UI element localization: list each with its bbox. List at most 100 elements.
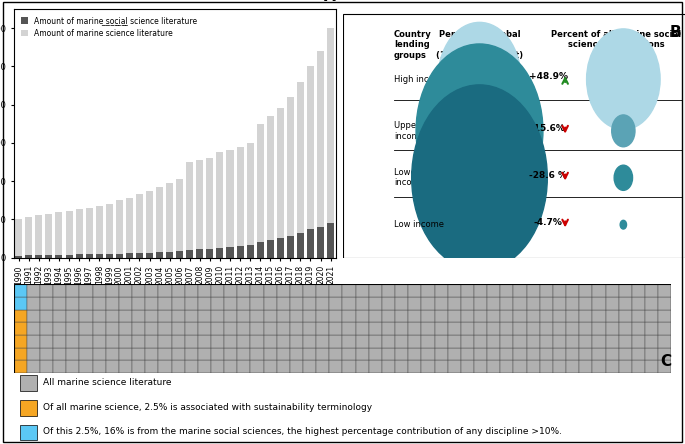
Bar [369,335,382,348]
Bar [257,123,264,258]
Bar [198,322,211,335]
Bar [408,322,421,335]
Bar [96,206,103,258]
Bar [461,335,474,348]
Text: Of this 2.5%, 16% is from the marine social sciences, the highest percentage con: Of this 2.5%, 16% is from the marine soc… [43,428,562,436]
Bar [224,309,237,322]
Bar [356,348,369,360]
Bar [277,322,290,335]
Bar [566,322,580,335]
Bar [527,360,540,373]
Bar [53,335,66,348]
Bar [290,284,303,297]
Bar [329,322,342,335]
Bar [21,400,37,416]
Bar [224,348,237,360]
Bar [434,284,448,297]
Bar [632,284,645,297]
Bar [119,297,132,309]
Text: Lower middle
income: Lower middle income [394,168,451,187]
Bar [316,348,329,360]
Bar [553,335,566,348]
Bar [527,335,540,348]
Bar [92,348,105,360]
Bar [198,297,211,309]
Bar [540,360,553,373]
Bar [211,348,224,360]
Bar [105,309,119,322]
Bar [580,360,593,373]
Bar [86,254,92,258]
Bar [66,297,79,309]
Bar [290,348,303,360]
Bar [619,360,632,373]
Bar [277,284,290,297]
Bar [132,335,145,348]
Bar [421,322,434,335]
Bar [166,252,173,258]
Bar [27,348,40,360]
Bar [171,309,185,322]
Bar [540,322,553,335]
Bar [247,245,253,258]
Bar [645,348,658,360]
Bar [369,348,382,360]
Bar [92,284,105,297]
Bar [75,254,83,258]
Bar [264,360,277,373]
Bar [266,116,274,258]
Bar [566,335,580,348]
Bar [580,335,593,348]
Bar [356,284,369,297]
Bar [342,360,356,373]
Bar [79,309,92,322]
Bar [146,190,153,258]
Bar [290,297,303,309]
Bar [224,335,237,348]
Bar [632,297,645,309]
Bar [369,284,382,297]
Text: -15.6%: -15.6% [531,124,565,133]
Bar [145,322,158,335]
Bar [540,284,553,297]
Bar [317,227,324,258]
Bar [658,348,671,360]
Bar [540,309,553,322]
Bar [145,348,158,360]
Bar [303,360,316,373]
Bar [514,284,527,297]
Bar [500,284,514,297]
Bar [408,335,421,348]
Bar [66,211,73,258]
Bar [185,348,198,360]
Bar [632,322,645,335]
Bar [461,348,474,360]
Bar [316,360,329,373]
Bar [277,335,290,348]
Bar [198,284,211,297]
Bar [27,284,40,297]
Bar [119,348,132,360]
Bar [448,360,461,373]
Bar [553,348,566,360]
Bar [540,335,553,348]
Bar [27,335,40,348]
Bar [382,360,395,373]
Bar [132,297,145,309]
Bar [86,208,92,258]
Bar [474,284,487,297]
Bar [303,322,316,335]
Bar [185,335,198,348]
Bar [211,335,224,348]
Bar [136,194,143,258]
Bar [540,297,553,309]
Bar [287,237,294,258]
Bar [580,348,593,360]
Bar [66,309,79,322]
Bar [421,297,434,309]
Bar [645,322,658,335]
Bar [15,256,22,258]
Bar [290,322,303,335]
Bar [593,297,606,309]
Bar [237,284,251,297]
